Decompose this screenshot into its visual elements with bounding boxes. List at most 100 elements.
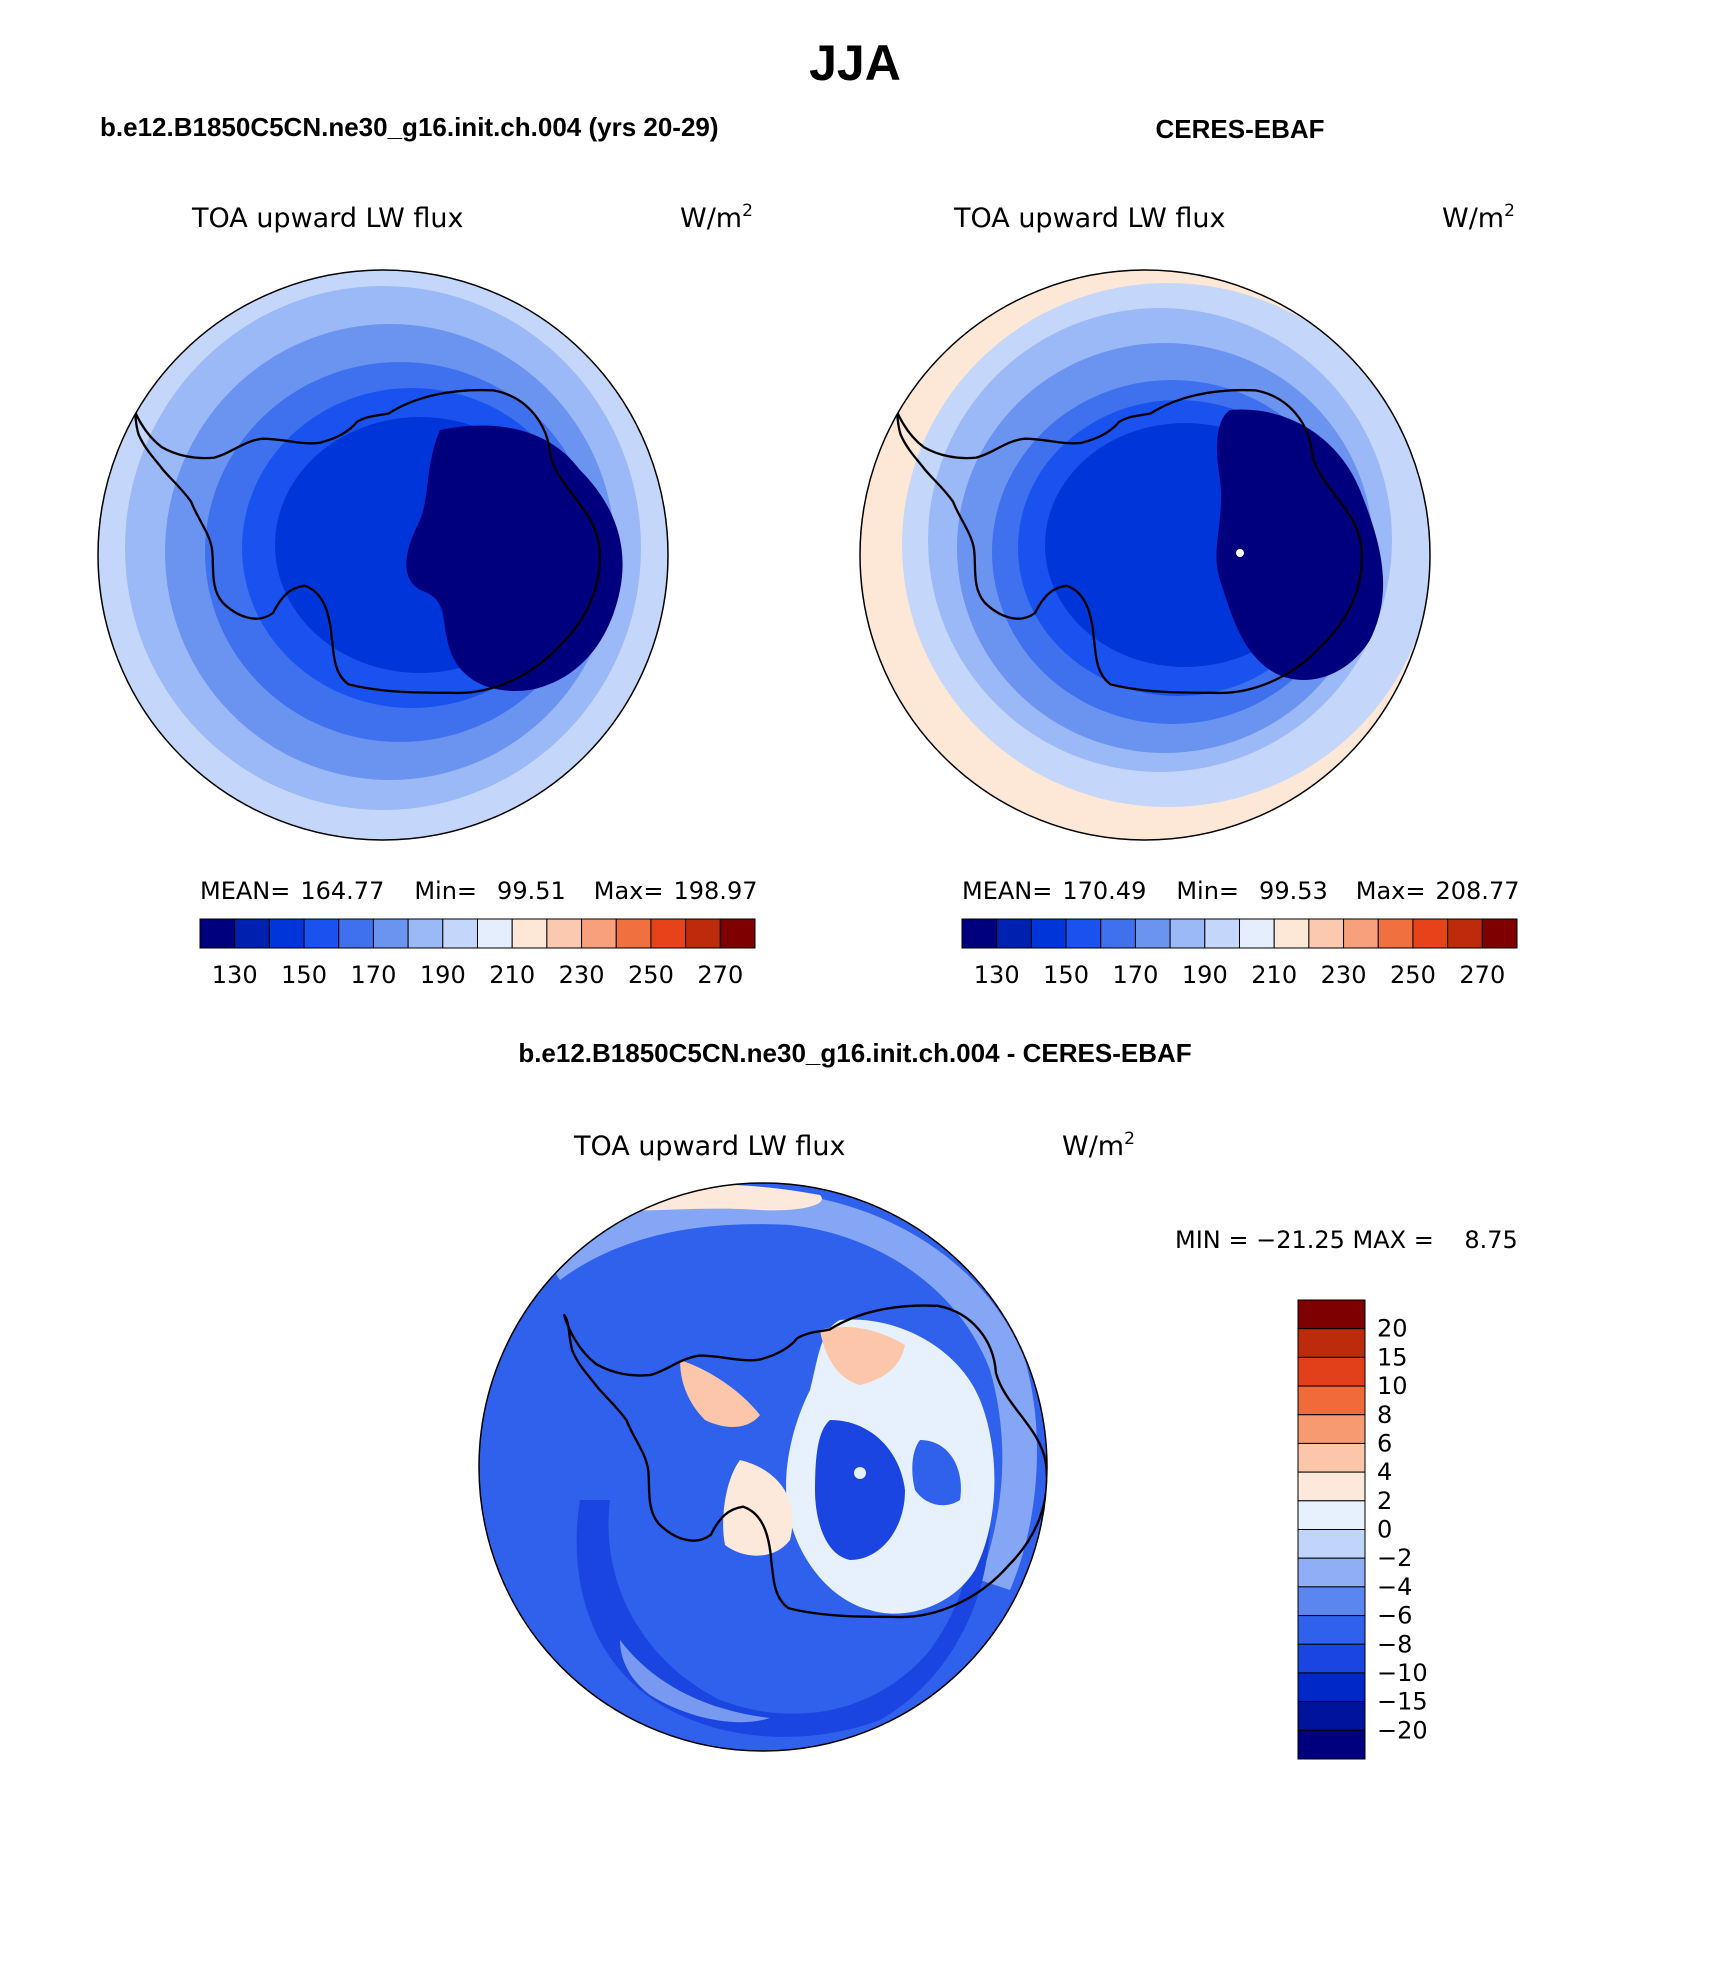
- model-colorbar-box: [546, 918, 583, 949]
- model-map: [98, 270, 668, 840]
- obs-colorbar-box: [961, 918, 998, 949]
- diff-colorbar-box: [1297, 1356, 1366, 1387]
- obs-colorbar-box: [1100, 918, 1136, 949]
- obs-colorbar-box: [1030, 918, 1067, 949]
- obs-pole-dot: [1236, 549, 1244, 557]
- diff-cold-center: [815, 1420, 905, 1560]
- obs-colorbar-box: [1065, 918, 1102, 949]
- obs-colorbar-box: [1343, 918, 1379, 949]
- obs-colorbar-box: [1481, 918, 1518, 949]
- model-ring-130: [406, 425, 623, 691]
- model-colorbar-tick-label: 130: [212, 961, 258, 989]
- diff-colorbar-box: [1297, 1385, 1366, 1416]
- diff-warm-ross: [723, 1460, 793, 1556]
- model-colorbar-box: [234, 918, 270, 949]
- obs-panel: TOA upward LW flux W/m2 MEAN= 170.49 Min= 9…: [859, 201, 1519, 989]
- diff-units-label: W/m2: [1062, 1129, 1135, 1162]
- diff-colorbar-tick-label: −6: [1377, 1602, 1412, 1630]
- diff-panel-title: b.e12.B1850C5CN.ne30_g16.init.ch.004 - C…: [518, 1038, 1191, 1068]
- model-colorbar-box: [407, 918, 444, 949]
- diff-colorbar-tick-label: 8: [1377, 1401, 1392, 1429]
- diff-warm-patch: [820, 1326, 905, 1385]
- diff-light-streak: [620, 1640, 770, 1723]
- obs-colorbar-ticks: 130 150 170 190 210 230 250 270: [974, 961, 1505, 989]
- model-colorbar-tick-label: 230: [559, 961, 605, 989]
- model-map-border: [97, 269, 669, 841]
- obs-left-label: TOA upward LW flux: [953, 203, 1226, 234]
- obs-colorbar-tick-label: 230: [1321, 961, 1367, 989]
- diff-colorbar-tick-label: 20: [1377, 1315, 1408, 1343]
- diff-colorbar-box: [1297, 1299, 1366, 1330]
- model-stats: MEAN= 164.77 Min= 99.51 Max= 198.97: [200, 877, 757, 905]
- obs-map-border: [859, 269, 1431, 841]
- diff-colorbar-box: [1297, 1729, 1366, 1760]
- diff-colorbar-box: [1297, 1557, 1366, 1588]
- obs-colorbar-tick-label: 250: [1390, 961, 1436, 989]
- diff-colorbar-box: [1297, 1529, 1366, 1559]
- model-colorbar-tick-label: 150: [281, 961, 327, 989]
- model-colorbar-box: [719, 918, 756, 949]
- model-units-label: W/m2: [680, 201, 753, 234]
- model-colorbar-tick-label: 270: [697, 961, 743, 989]
- obs-colorbar-tick-label: 210: [1251, 961, 1297, 989]
- model-colorbar-ticks: 130 150 170 190 210 230 250 270: [212, 961, 743, 989]
- obs-colorbar-box: [1239, 918, 1275, 949]
- obs-colorbar-tick-label: 270: [1459, 961, 1505, 989]
- obs-colorbar-box: [1377, 918, 1414, 949]
- obs-colorbar-box: [1273, 918, 1310, 949]
- diff-colorbar-tick-label: 0: [1377, 1516, 1392, 1544]
- obs-colorbar-tick-label: 190: [1182, 961, 1228, 989]
- obs-colorbar-box: [1204, 918, 1240, 949]
- model-colorbar-box: [338, 918, 374, 949]
- diff-colorbar-box: [1297, 1643, 1366, 1674]
- obs-stats: MEAN= 170.49 Min= 99.53 Max= 208.77: [962, 877, 1519, 905]
- diff-colorbar: [1297, 1299, 1366, 1760]
- model-colorbar-box: [685, 918, 721, 949]
- diff-colorbar-box: [1297, 1414, 1366, 1444]
- obs-panel-title: CERES-EBAF: [1155, 114, 1324, 144]
- model-colorbar-tick-label: 250: [628, 961, 674, 989]
- diff-left-label: TOA upward LW flux: [573, 1131, 846, 1162]
- diff-map: [479, 1183, 1047, 1751]
- diff-colorbar-box: [1297, 1672, 1366, 1703]
- model-colorbar-box: [442, 918, 478, 949]
- model-panel-title: b.e12.B1850C5CN.ne30_g16.init.ch.004 (yr…: [100, 112, 719, 142]
- obs-colorbar-tick-label: 170: [1113, 961, 1159, 989]
- model-colorbar-tick-label: 190: [420, 961, 466, 989]
- diff-colorbar-box: [1297, 1701, 1366, 1731]
- model-colorbar: [199, 918, 756, 949]
- model-colorbar-box: [650, 918, 687, 949]
- diff-colorbar-tick-label: 10: [1377, 1372, 1408, 1400]
- diff-colorbar-tick-label: −4: [1377, 1573, 1412, 1601]
- obs-units-label: W/m2: [1442, 201, 1515, 234]
- diff-colorbar-box: [1297, 1471, 1366, 1502]
- obs-colorbar-box: [1308, 918, 1345, 949]
- diff-stats: MIN = −21.25 MAX = 8.75: [1175, 1226, 1518, 1254]
- model-colorbar-tick-label: 210: [489, 961, 535, 989]
- diff-colorbar-tick-label: 6: [1377, 1429, 1392, 1457]
- obs-colorbar-box: [1169, 918, 1206, 949]
- model-colorbar-box: [372, 918, 409, 949]
- diff-colorbar-box: [1297, 1442, 1366, 1473]
- diff-warm-peninsula: [680, 1360, 760, 1427]
- obs-colorbar-tick-label: 130: [974, 961, 1020, 989]
- obs-colorbar-box: [1447, 918, 1483, 949]
- diff-colorbar-tick-label: −10: [1377, 1659, 1428, 1687]
- diff-colorbar-tick-label: −8: [1377, 1630, 1412, 1658]
- obs-colorbar-tick-label: 150: [1043, 961, 1089, 989]
- model-colorbar-box: [199, 918, 236, 949]
- diff-pole-dot: [854, 1467, 866, 1479]
- model-panel: TOA upward LW flux W/m2 MEAN= 164.77 Min= 9…: [97, 201, 757, 989]
- diff-colorbar-box: [1297, 1328, 1366, 1358]
- diff-colorbar-tick-label: 2: [1377, 1487, 1392, 1515]
- diff-colorbar-tick-label: −20: [1377, 1716, 1428, 1744]
- obs-colorbar-box: [1412, 918, 1449, 949]
- diff-colorbar-box: [1297, 1615, 1366, 1645]
- diff-colorbar-tick-label: 4: [1377, 1458, 1392, 1486]
- obs-colorbar: [961, 918, 1518, 949]
- model-left-label: TOA upward LW flux: [191, 203, 464, 234]
- model-colorbar-box: [477, 918, 513, 949]
- obs-map: [860, 270, 1430, 840]
